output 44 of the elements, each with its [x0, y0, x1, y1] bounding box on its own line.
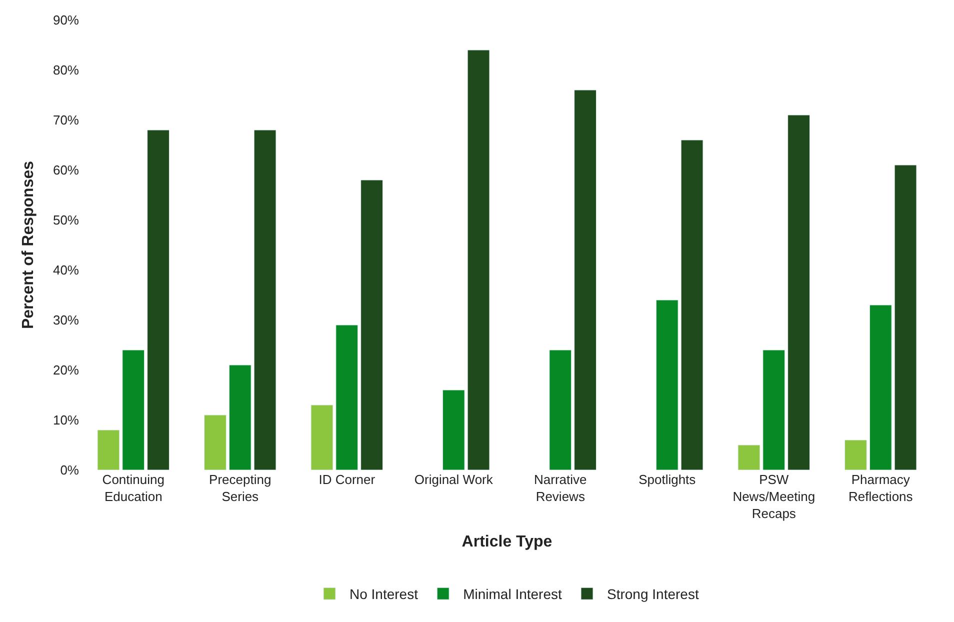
bar	[228, 364, 252, 470]
bar	[574, 90, 596, 470]
y-tick-label: 40%	[52, 262, 80, 278]
y-axis-title: Percent of Responses	[20, 160, 37, 330]
y-tick-label: 80%	[52, 62, 80, 78]
bar	[204, 414, 226, 470]
bar	[97, 430, 120, 470]
x-tick-label: ID Corner	[318, 472, 376, 487]
x-axis-title: Article Type	[462, 534, 552, 550]
bar	[788, 114, 810, 470]
bar	[254, 130, 276, 470]
legend-label: Minimal Interest	[463, 586, 562, 602]
bar	[442, 390, 465, 470]
bar	[360, 180, 383, 470]
x-tick-label: Spotlights	[638, 472, 696, 487]
bar	[467, 50, 490, 470]
legend-label: Strong Interest	[607, 586, 699, 602]
x-tick-label: Pharmacy Reflections	[848, 472, 914, 504]
bar	[738, 444, 760, 470]
bar	[656, 300, 678, 470]
bar	[894, 164, 917, 470]
y-tick-label: 90%	[52, 12, 80, 28]
y-tick-label: 30%	[52, 312, 80, 328]
y-tick-label: 60%	[52, 162, 80, 178]
bar	[844, 440, 867, 470]
x-tick-label: Continuing Education	[102, 472, 164, 504]
x-tick-label: Precepting Series	[209, 472, 272, 504]
bar	[310, 404, 334, 470]
bar	[549, 350, 572, 470]
x-tick-label: Original Work	[414, 472, 494, 487]
bar	[680, 140, 704, 470]
x-tick-label: Narrative Reviews	[534, 472, 587, 504]
bar	[869, 304, 892, 470]
y-tick-label: 10%	[52, 412, 80, 428]
bar	[147, 130, 170, 470]
y-tick-label: 70%	[52, 112, 80, 128]
bar	[336, 324, 358, 470]
y-tick-label: 50%	[52, 212, 80, 228]
y-tick-label: 20%	[52, 362, 80, 378]
x-tick-label: PSW News/Meeting Recaps	[732, 472, 816, 521]
legend-label: No Interest	[350, 586, 418, 602]
bar	[122, 350, 145, 470]
bar	[762, 350, 786, 470]
y-tick-label: 0%	[60, 462, 80, 478]
